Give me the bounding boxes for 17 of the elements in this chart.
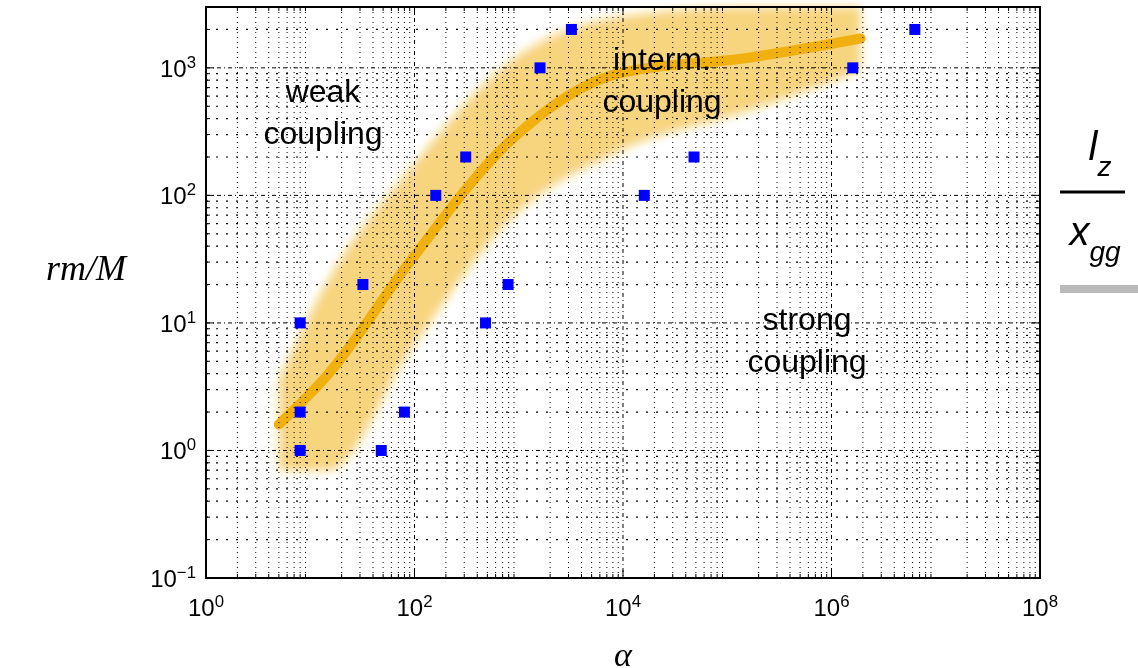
y-tick-label: 10$^{2}$ bbox=[159, 179, 196, 210]
annotation: interm. coupling bbox=[602, 41, 722, 119]
annotation: strong coupling bbox=[747, 301, 867, 379]
x-tick-label: 10$^{0}$ bbox=[187, 591, 225, 621]
x-tick-label: 10$^{8}$ bbox=[1021, 591, 1059, 621]
y-axis-title: rm/M bbox=[46, 248, 129, 288]
y-tick-label: 10$^{3}$ bbox=[159, 52, 196, 82]
text: x$_{gg}$ bbox=[1067, 209, 1121, 267]
text: l$_{z}$ bbox=[1088, 124, 1112, 182]
x-axis-title: α bbox=[614, 636, 634, 668]
y-tick-label: 10$^{−1}$ bbox=[150, 562, 196, 592]
x-tick-label: 10$^{6}$ bbox=[813, 591, 850, 621]
y-tick-label: 10$^{1}$ bbox=[159, 307, 196, 337]
x-tick-label: 10$^{2}$ bbox=[396, 591, 433, 621]
y-tick-label: 10$^{0}$ bbox=[159, 434, 196, 465]
annotation: weak coupling bbox=[263, 73, 383, 151]
x-tick-label: 10$^{4}$ bbox=[604, 591, 642, 621]
